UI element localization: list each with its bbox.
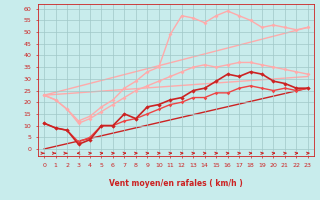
X-axis label: Vent moyen/en rafales ( km/h ): Vent moyen/en rafales ( km/h )	[109, 179, 243, 188]
